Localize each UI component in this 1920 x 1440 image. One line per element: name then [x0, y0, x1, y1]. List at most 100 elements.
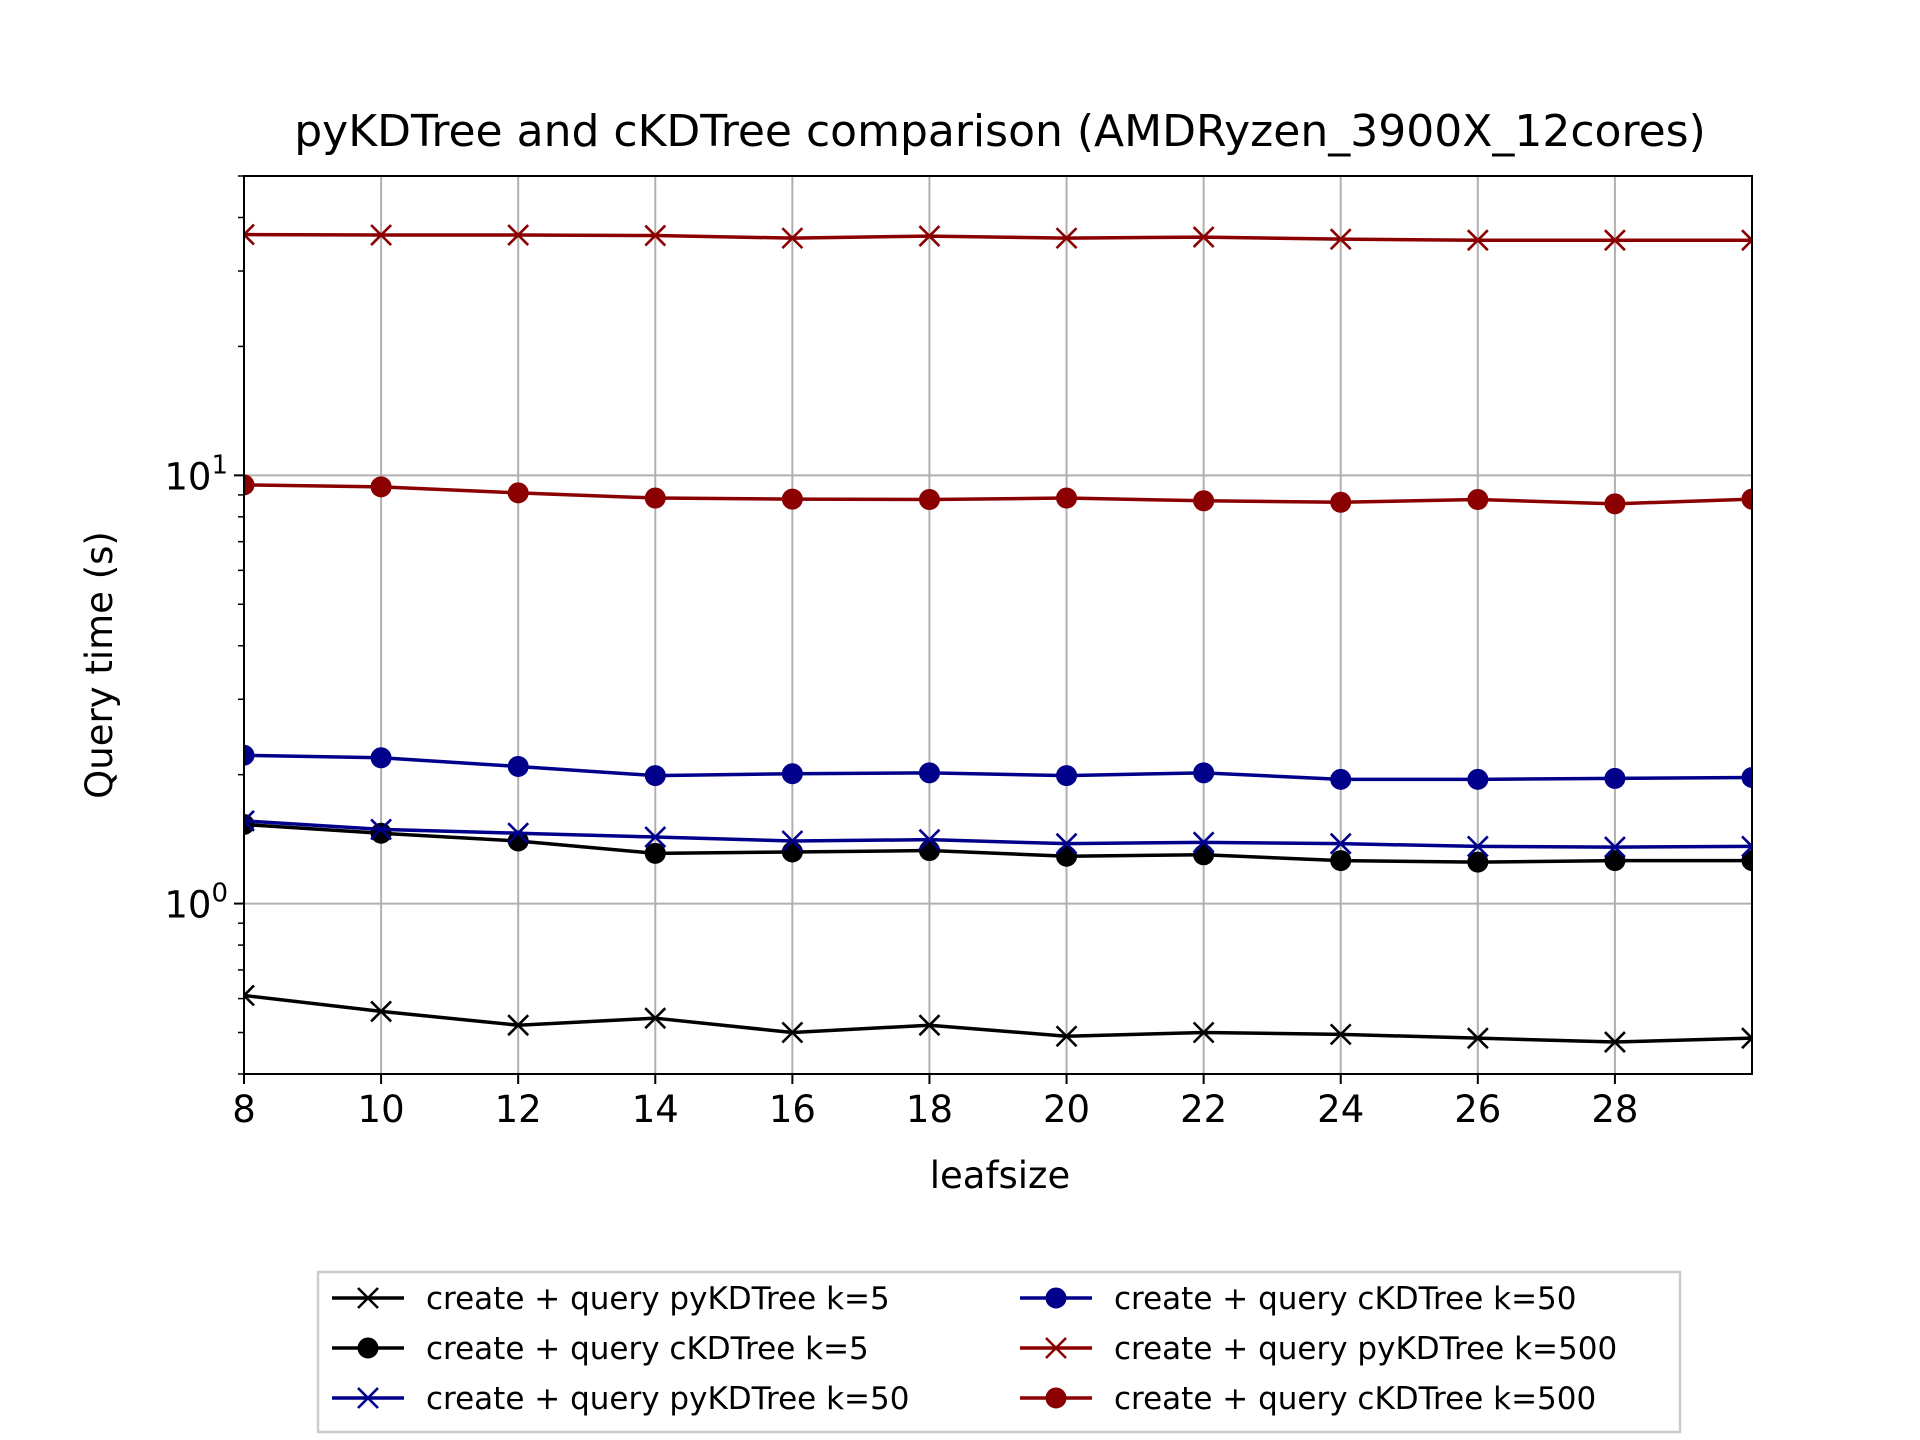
data-point	[1466, 229, 1489, 252]
x-tick-label: 16	[769, 1088, 816, 1131]
data-point	[1056, 845, 1078, 867]
data-point	[1055, 1025, 1078, 1048]
legend-label: create + query cKDTree k=500	[1114, 1381, 1596, 1417]
data-point	[1193, 844, 1215, 866]
data-point	[507, 224, 530, 246]
data-point	[507, 482, 529, 504]
data-point	[1192, 226, 1215, 249]
data-point	[644, 765, 666, 787]
data-point	[1604, 493, 1626, 515]
data-point	[1329, 832, 1352, 855]
y-tick-label: 101	[164, 450, 228, 498]
series-4	[244, 223, 1752, 252]
data-point	[781, 763, 803, 785]
legend-label: create + query pyKDTree k=5	[426, 1281, 890, 1317]
series-line	[244, 822, 1752, 864]
data-point	[781, 1021, 804, 1044]
data-point	[918, 762, 940, 784]
data-point	[1467, 851, 1489, 873]
data-point	[1741, 1027, 1752, 1050]
data-point	[644, 1007, 667, 1030]
data-point	[244, 809, 255, 832]
x-tick-label: 10	[358, 1088, 405, 1131]
data-point	[244, 474, 255, 496]
legend-entry: create + query pyKDTree k=500	[1020, 1331, 1617, 1367]
data-point	[370, 1000, 393, 1023]
series-line	[244, 819, 1752, 849]
data-point	[1467, 489, 1489, 511]
data-point	[1330, 768, 1352, 790]
x-tick-label: 26	[1454, 1088, 1501, 1131]
legend-marker	[357, 1387, 379, 1409]
y-axis-label: Query time (s)	[78, 531, 121, 799]
data-point	[1329, 228, 1352, 251]
x-tick-label: 20	[1043, 1088, 1090, 1131]
data-point	[507, 830, 529, 852]
legend-marker	[1045, 1387, 1067, 1409]
data-point	[1466, 1027, 1489, 1050]
y-axis-ticks: 100 101	[164, 450, 244, 927]
data-point	[644, 826, 667, 848]
data-point	[370, 747, 392, 769]
series-line	[244, 232, 1752, 242]
data-point	[918, 840, 940, 862]
data-point	[1603, 1031, 1626, 1053]
data-point	[1466, 835, 1489, 858]
data-point	[1603, 836, 1626, 858]
data-point	[918, 1014, 941, 1037]
data-point	[1741, 488, 1752, 510]
legend-entry: create + query pyKDTree k=50	[332, 1381, 909, 1417]
data-point	[1741, 766, 1752, 788]
data-point	[1329, 1023, 1352, 1046]
data-point	[507, 822, 530, 845]
series-2	[244, 809, 1752, 858]
data-point	[1330, 850, 1352, 872]
data-point	[1741, 229, 1752, 252]
legend: create + query pyKDTree k=5 create + quer…	[316, 1270, 1682, 1434]
series-3	[244, 744, 1752, 790]
data-point	[1193, 762, 1215, 784]
legend-entry: create + query cKDTree k=5	[332, 1331, 869, 1367]
data-point	[370, 224, 393, 246]
data-point	[781, 841, 803, 863]
data-point	[1056, 487, 1078, 509]
data-point	[1192, 831, 1215, 854]
data-point	[781, 227, 804, 250]
data-point	[1330, 491, 1352, 513]
x-tick-label: 8	[232, 1088, 256, 1131]
data-point	[918, 225, 941, 247]
legend-entry: create + query pyKDTree k=5	[332, 1281, 890, 1317]
x-tick-label: 12	[495, 1088, 542, 1131]
data-point	[781, 830, 804, 852]
x-tick-label: 18	[906, 1088, 953, 1131]
data-point	[644, 842, 666, 864]
data-point	[244, 744, 255, 766]
x-axis-label: leafsize	[930, 1154, 1070, 1197]
data-point	[370, 476, 392, 498]
data-point	[1193, 490, 1215, 512]
data-point	[1055, 227, 1078, 250]
data-point	[918, 489, 940, 511]
legend-marker	[357, 1287, 379, 1309]
data-point	[244, 223, 255, 246]
data-point	[1055, 832, 1078, 855]
legend-entry: create + query cKDTree k=50	[1020, 1281, 1577, 1317]
x-tick-label: 14	[632, 1088, 679, 1131]
x-tick-label: 24	[1317, 1088, 1364, 1131]
data-point	[244, 984, 255, 1007]
data-point	[370, 822, 392, 844]
data-point	[1467, 768, 1489, 790]
data-point	[1604, 767, 1626, 789]
x-tick-label: 28	[1591, 1088, 1638, 1131]
series-line	[244, 993, 1752, 1044]
data-point	[644, 487, 666, 509]
data-point	[507, 755, 529, 777]
legend-marker	[1045, 1287, 1067, 1309]
y-tick-label: 100	[164, 879, 228, 927]
plot-area-frame	[243, 175, 1753, 1075]
data-point	[1056, 765, 1078, 787]
data-point	[918, 828, 941, 851]
legend-label: create + query pyKDTree k=500	[1114, 1331, 1617, 1367]
series-0	[244, 984, 1752, 1053]
data-point	[1192, 1021, 1215, 1044]
